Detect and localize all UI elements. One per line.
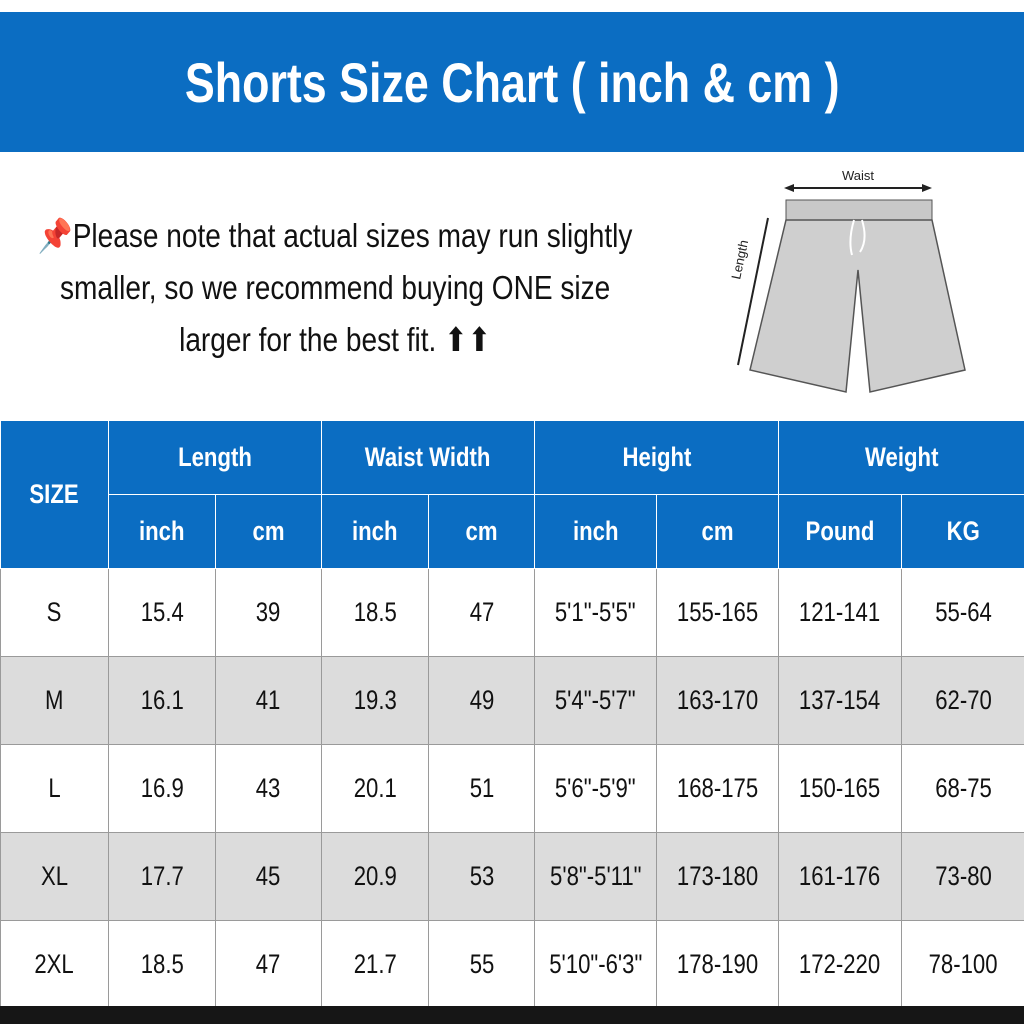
table-row: 2XL 18.5 47 21.7 55 5'10"-6'3" 178-190 172-220 7… [0, 920, 1024, 1009]
value-cell: 18.5 [321, 568, 430, 657]
value-cell: 137-154 [778, 656, 903, 745]
value-cell: 20.9 [321, 832, 430, 921]
value-cell: 78-100 [901, 920, 1024, 1009]
value-cell: 51 [428, 744, 536, 833]
length-arrow [737, 217, 769, 366]
group-header-height: Height [534, 420, 780, 495]
value-cell: 49 [428, 656, 536, 745]
page-title: Shorts Size Chart ( inch & cm ) [184, 50, 840, 114]
value-cell: 155-165 [656, 568, 780, 657]
table-row: XL 17.7 45 20.9 53 5'8"-5'11" 173-180 161-176 73… [0, 832, 1024, 921]
value-cell: 39 [214, 568, 323, 657]
length-label: Length [728, 239, 751, 281]
waistband [785, 199, 933, 221]
table-row: M 16.1 41 19.3 49 5'4"-5'7" 163-170 137-154 62-7… [0, 656, 1024, 745]
value-cell: 21.7 [321, 920, 430, 1009]
table-row: S 15.4 39 18.5 47 5'1"-5'5" 155-165 121-141 55-6… [0, 568, 1024, 657]
value-cell: 15.4 [108, 568, 216, 657]
value-cell: 5'10"-6'3" [534, 920, 658, 1009]
table-row: L 16.9 43 20.1 51 5'6"-5'9" 168-175 150-165 68-7… [0, 744, 1024, 833]
value-cell: 5'6"-5'9" [534, 744, 658, 833]
group-header-length: Length [107, 420, 323, 495]
value-cell: 55-64 [901, 568, 1024, 657]
shorts-diagram: Waist Length [728, 168, 966, 393]
top-strip [0, 0, 1024, 12]
size-header: SIZE [0, 420, 109, 569]
unit-header: KG [901, 494, 1024, 569]
group-header-weight: Weight [778, 420, 1024, 495]
value-cell: 173-180 [656, 832, 780, 921]
size-cell: S [0, 568, 109, 657]
value-cell: 163-170 [656, 656, 780, 745]
value-cell: 47 [428, 568, 536, 657]
size-table: SIZE Length Waist Width Height Weight in… [0, 420, 1024, 1009]
shorts-body [749, 219, 966, 393]
unit-header: Pound [778, 494, 903, 569]
value-cell: 16.9 [108, 744, 216, 833]
unit-header: inch [108, 494, 216, 569]
value-cell: 68-75 [901, 744, 1024, 833]
value-cell: 16.1 [108, 656, 216, 745]
value-cell: 17.7 [108, 832, 216, 921]
value-cell: 168-175 [656, 744, 780, 833]
unit-header: inch [534, 494, 658, 569]
value-cell: 121-141 [778, 568, 903, 657]
value-cell: 19.3 [321, 656, 430, 745]
value-cell: 161-176 [778, 832, 903, 921]
unit-header: inch [321, 494, 430, 569]
value-cell: 53 [428, 832, 536, 921]
note-line-1: Please note that actual sizes may run sl… [72, 217, 633, 254]
value-cell: 5'4"-5'7" [534, 656, 658, 745]
note-line-3: larger for the best fit. ⬆⬆ [179, 321, 492, 358]
size-cell: XL [0, 832, 109, 921]
value-cell: 73-80 [901, 832, 1024, 921]
value-cell: 62-70 [901, 656, 1024, 745]
title-banner: Shorts Size Chart ( inch & cm ) [0, 12, 1024, 152]
value-cell: 47 [214, 920, 323, 1009]
group-header-waist: Waist Width [321, 420, 536, 495]
unit-header: cm [428, 494, 536, 569]
bottom-bar [0, 1006, 1024, 1024]
size-cell: 2XL [0, 920, 109, 1009]
value-cell: 55 [428, 920, 536, 1009]
value-cell: 43 [214, 744, 323, 833]
size-cell: L [0, 744, 109, 833]
value-cell: 41 [214, 656, 323, 745]
value-cell: 5'1"-5'5" [534, 568, 658, 657]
note-line-2: smaller, so we recommend buying ONE size [59, 269, 611, 306]
unit-header: cm [656, 494, 780, 569]
value-cell: 5'8"-5'11" [534, 832, 658, 921]
value-cell: 20.1 [321, 744, 430, 833]
value-cell: 18.5 [108, 920, 216, 1009]
value-cell: 150-165 [778, 744, 903, 833]
value-cell: 178-190 [656, 920, 780, 1009]
value-cell: 45 [214, 832, 323, 921]
waist-label: Waist [842, 168, 874, 183]
unit-header: cm [214, 494, 323, 569]
size-cell: M [0, 656, 109, 745]
sizing-note: 📌Please note that actual sizes may run s… [10, 210, 660, 366]
value-cell: 172-220 [778, 920, 903, 1009]
pushpin-icon: 📌 [37, 217, 73, 254]
